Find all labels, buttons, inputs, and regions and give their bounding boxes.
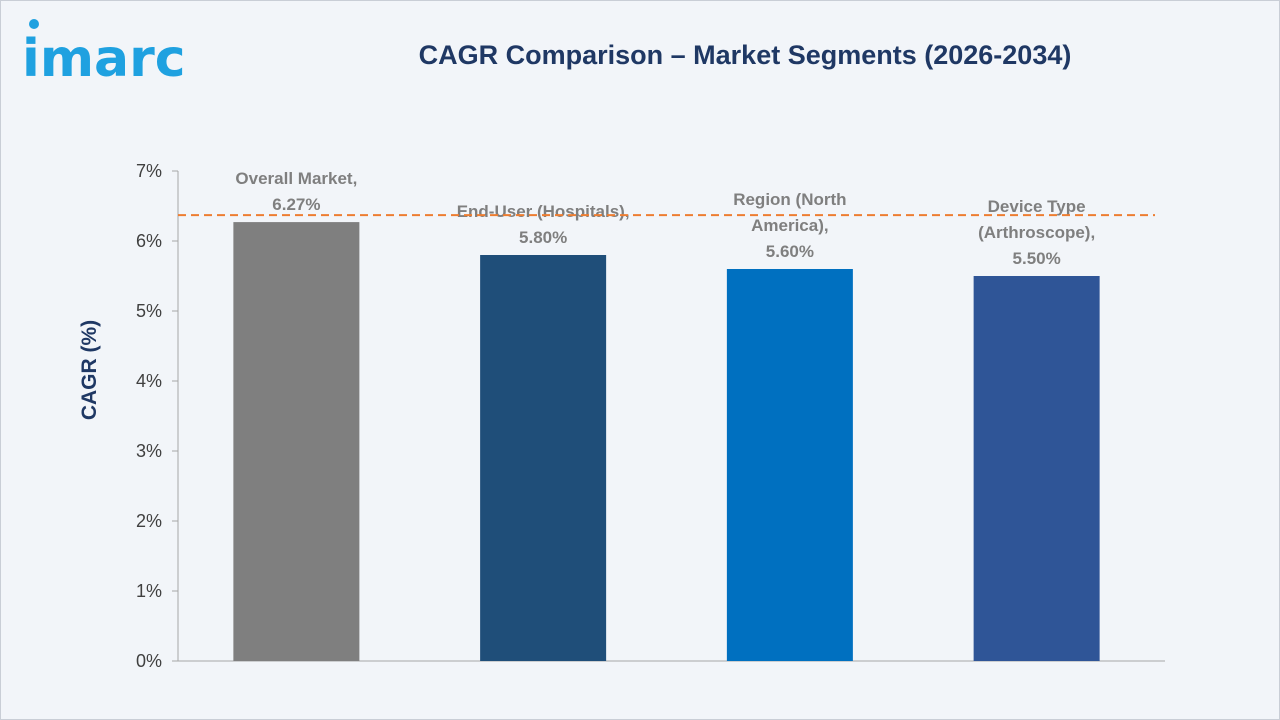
imarc-logo: imarc: [22, 19, 186, 88]
logo-text: imarc: [22, 29, 186, 88]
bar-data-label: 5.50%: [1013, 249, 1061, 268]
bar-data-label: Region (North: [733, 190, 846, 209]
y-tick-label: 1%: [136, 581, 162, 601]
bar-data-label: 5.60%: [766, 242, 814, 261]
bar-data-label: Device Type: [988, 197, 1086, 216]
y-tick-label: 5%: [136, 301, 162, 321]
bar-data-label: Overall Market,: [235, 169, 357, 188]
y-tick-label: 6%: [136, 231, 162, 251]
bar: [480, 255, 607, 661]
bar: [233, 222, 360, 661]
y-tick-label: 3%: [136, 441, 162, 461]
y-axis-label: CAGR (%): [78, 320, 101, 420]
chart-title: CAGR Comparison – Market Segments (2026-…: [418, 40, 1072, 70]
data-labels: Overall Market, 6.27% End-User (Hospitals)…: [235, 169, 1095, 268]
y-tick-label: 7%: [136, 161, 162, 181]
bar-data-label: 6.27%: [272, 195, 320, 214]
bar: [973, 276, 1100, 661]
bar: [726, 269, 853, 661]
bar-data-label: America),: [751, 216, 828, 235]
bar-data-label: (Arthroscope),: [978, 223, 1095, 242]
bar-data-label: 5.80%: [519, 228, 567, 247]
bars: [233, 222, 1100, 661]
bar-data-label: End-User (Hospitals),: [457, 202, 630, 221]
y-tick-label: 4%: [136, 371, 162, 391]
y-tick-label: 0%: [136, 651, 162, 671]
y-tick-label: 2%: [136, 511, 162, 531]
